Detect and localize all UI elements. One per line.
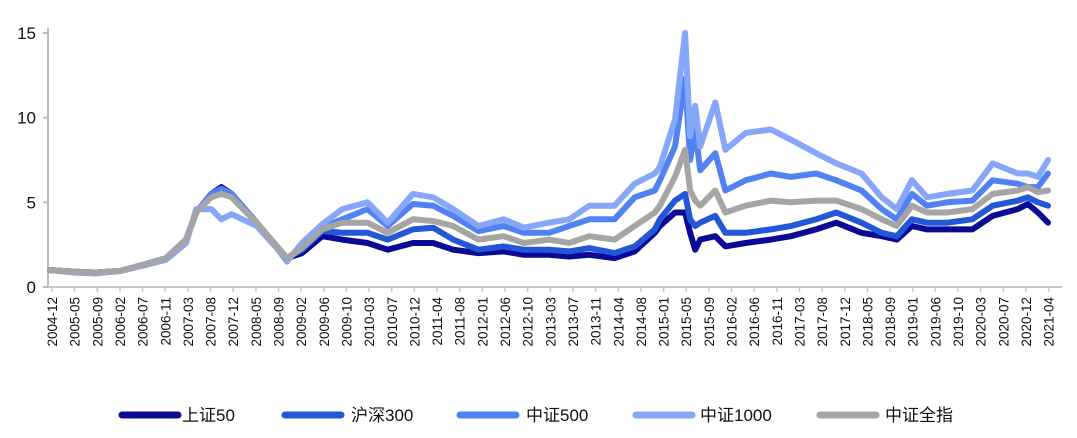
series-line-4 (47, 146, 1051, 276)
legend-item: 中证全指 (816, 406, 953, 425)
x-tick-label: 2016-06 (747, 297, 762, 347)
x-tick-label: 2013-11 (589, 297, 604, 346)
x-tick-label: 2019-06 (928, 297, 943, 347)
x-tick-label: 2020-12 (1019, 297, 1034, 347)
series-line-3 (47, 30, 1051, 277)
y-tick-label: 10 (17, 109, 36, 128)
x-tick-label: 2017-08 (815, 297, 830, 347)
x-tick-label: 2009-06 (317, 297, 332, 347)
series-line-2 (47, 75, 1051, 276)
x-tick-label: 2004-12 (45, 297, 60, 347)
x-tick-label: 2009-10 (339, 297, 354, 347)
y-tick-label: 15 (17, 24, 36, 43)
x-tick-label: 2006-07 (136, 297, 151, 347)
legend-label: 沪深300 (351, 406, 413, 425)
legend: 上证50 沪深300 中证500 中证1000 中证全指 (118, 406, 953, 425)
x-tick-label: 2015-01 (657, 297, 672, 347)
x-tick-label: 2007-12 (226, 297, 241, 347)
x-tick-label: 2015-05 (679, 297, 694, 347)
x-tick-label: 2011-08 (453, 297, 468, 346)
legend-label: 中证500 (526, 406, 588, 425)
x-tick-label: 2017-03 (792, 297, 807, 347)
x-tick-label: 2015-09 (702, 297, 717, 347)
x-tick-label: 2010-12 (407, 297, 422, 347)
x-tick-label: 2016-02 (725, 297, 740, 347)
x-tick-label: 2020-07 (996, 297, 1011, 347)
x-tick-label: 2017-12 (838, 297, 853, 347)
x-tick-label: 2005-09 (90, 297, 105, 347)
x-tick-label: 2012-01 (475, 297, 490, 347)
legend-item: 中证500 (456, 406, 588, 425)
x-tick-label: 2018-05 (860, 297, 875, 347)
y-tick-label: 5 (27, 193, 36, 212)
x-tick-label: 2014-04 (611, 297, 626, 347)
x-tick-label: 2009-02 (294, 297, 309, 347)
x-tick-label: 2008-09 (272, 297, 287, 347)
legend-item: 上证50 (118, 406, 235, 425)
legend-item: 中证1000 (632, 406, 772, 425)
x-tick-label: 2021-04 (1042, 297, 1057, 347)
x-tick-label: 2016-11 (770, 297, 785, 346)
x-tick-label: 2020-03 (974, 297, 989, 347)
x-tick-label: 2019-01 (906, 297, 921, 347)
x-tick-label: 2019-10 (951, 297, 966, 347)
legend-label: 上证50 (182, 406, 235, 425)
x-tick-label: 2007-08 (204, 297, 219, 347)
x-tick-label: 2012-10 (521, 297, 536, 347)
x-tick-label: 2010-07 (385, 297, 400, 347)
x-tick-label: 2005-05 (68, 297, 83, 347)
x-tick-label: 2011-04 (430, 297, 445, 346)
x-tick-label: 2010-03 (362, 297, 377, 347)
x-tick-label: 2013-07 (566, 297, 581, 347)
x-tick-label: 2006-11 (158, 297, 173, 346)
x-tick-label: 2008-05 (249, 297, 264, 347)
series-lines (47, 30, 1051, 277)
x-tick-label: 2007-03 (181, 297, 196, 347)
x-tick-label: 2018-09 (883, 297, 898, 347)
y-tick-label: 0 (27, 278, 36, 297)
x-axis: 2004-12 2005-05 2005-09 2006-02 2006-07 2006-… (45, 286, 1062, 347)
legend-item: 沪深300 (281, 406, 413, 425)
x-tick-label: 2006-02 (113, 297, 128, 347)
x-tick-label: 2014-08 (634, 297, 649, 347)
legend-label: 中证全指 (885, 406, 953, 425)
x-tick-label: 2012-06 (498, 297, 513, 347)
x-tick-label: 2013-03 (543, 297, 558, 347)
legend-label: 中证1000 (700, 406, 772, 425)
y-axis: 0 5 10 15 (17, 24, 49, 297)
